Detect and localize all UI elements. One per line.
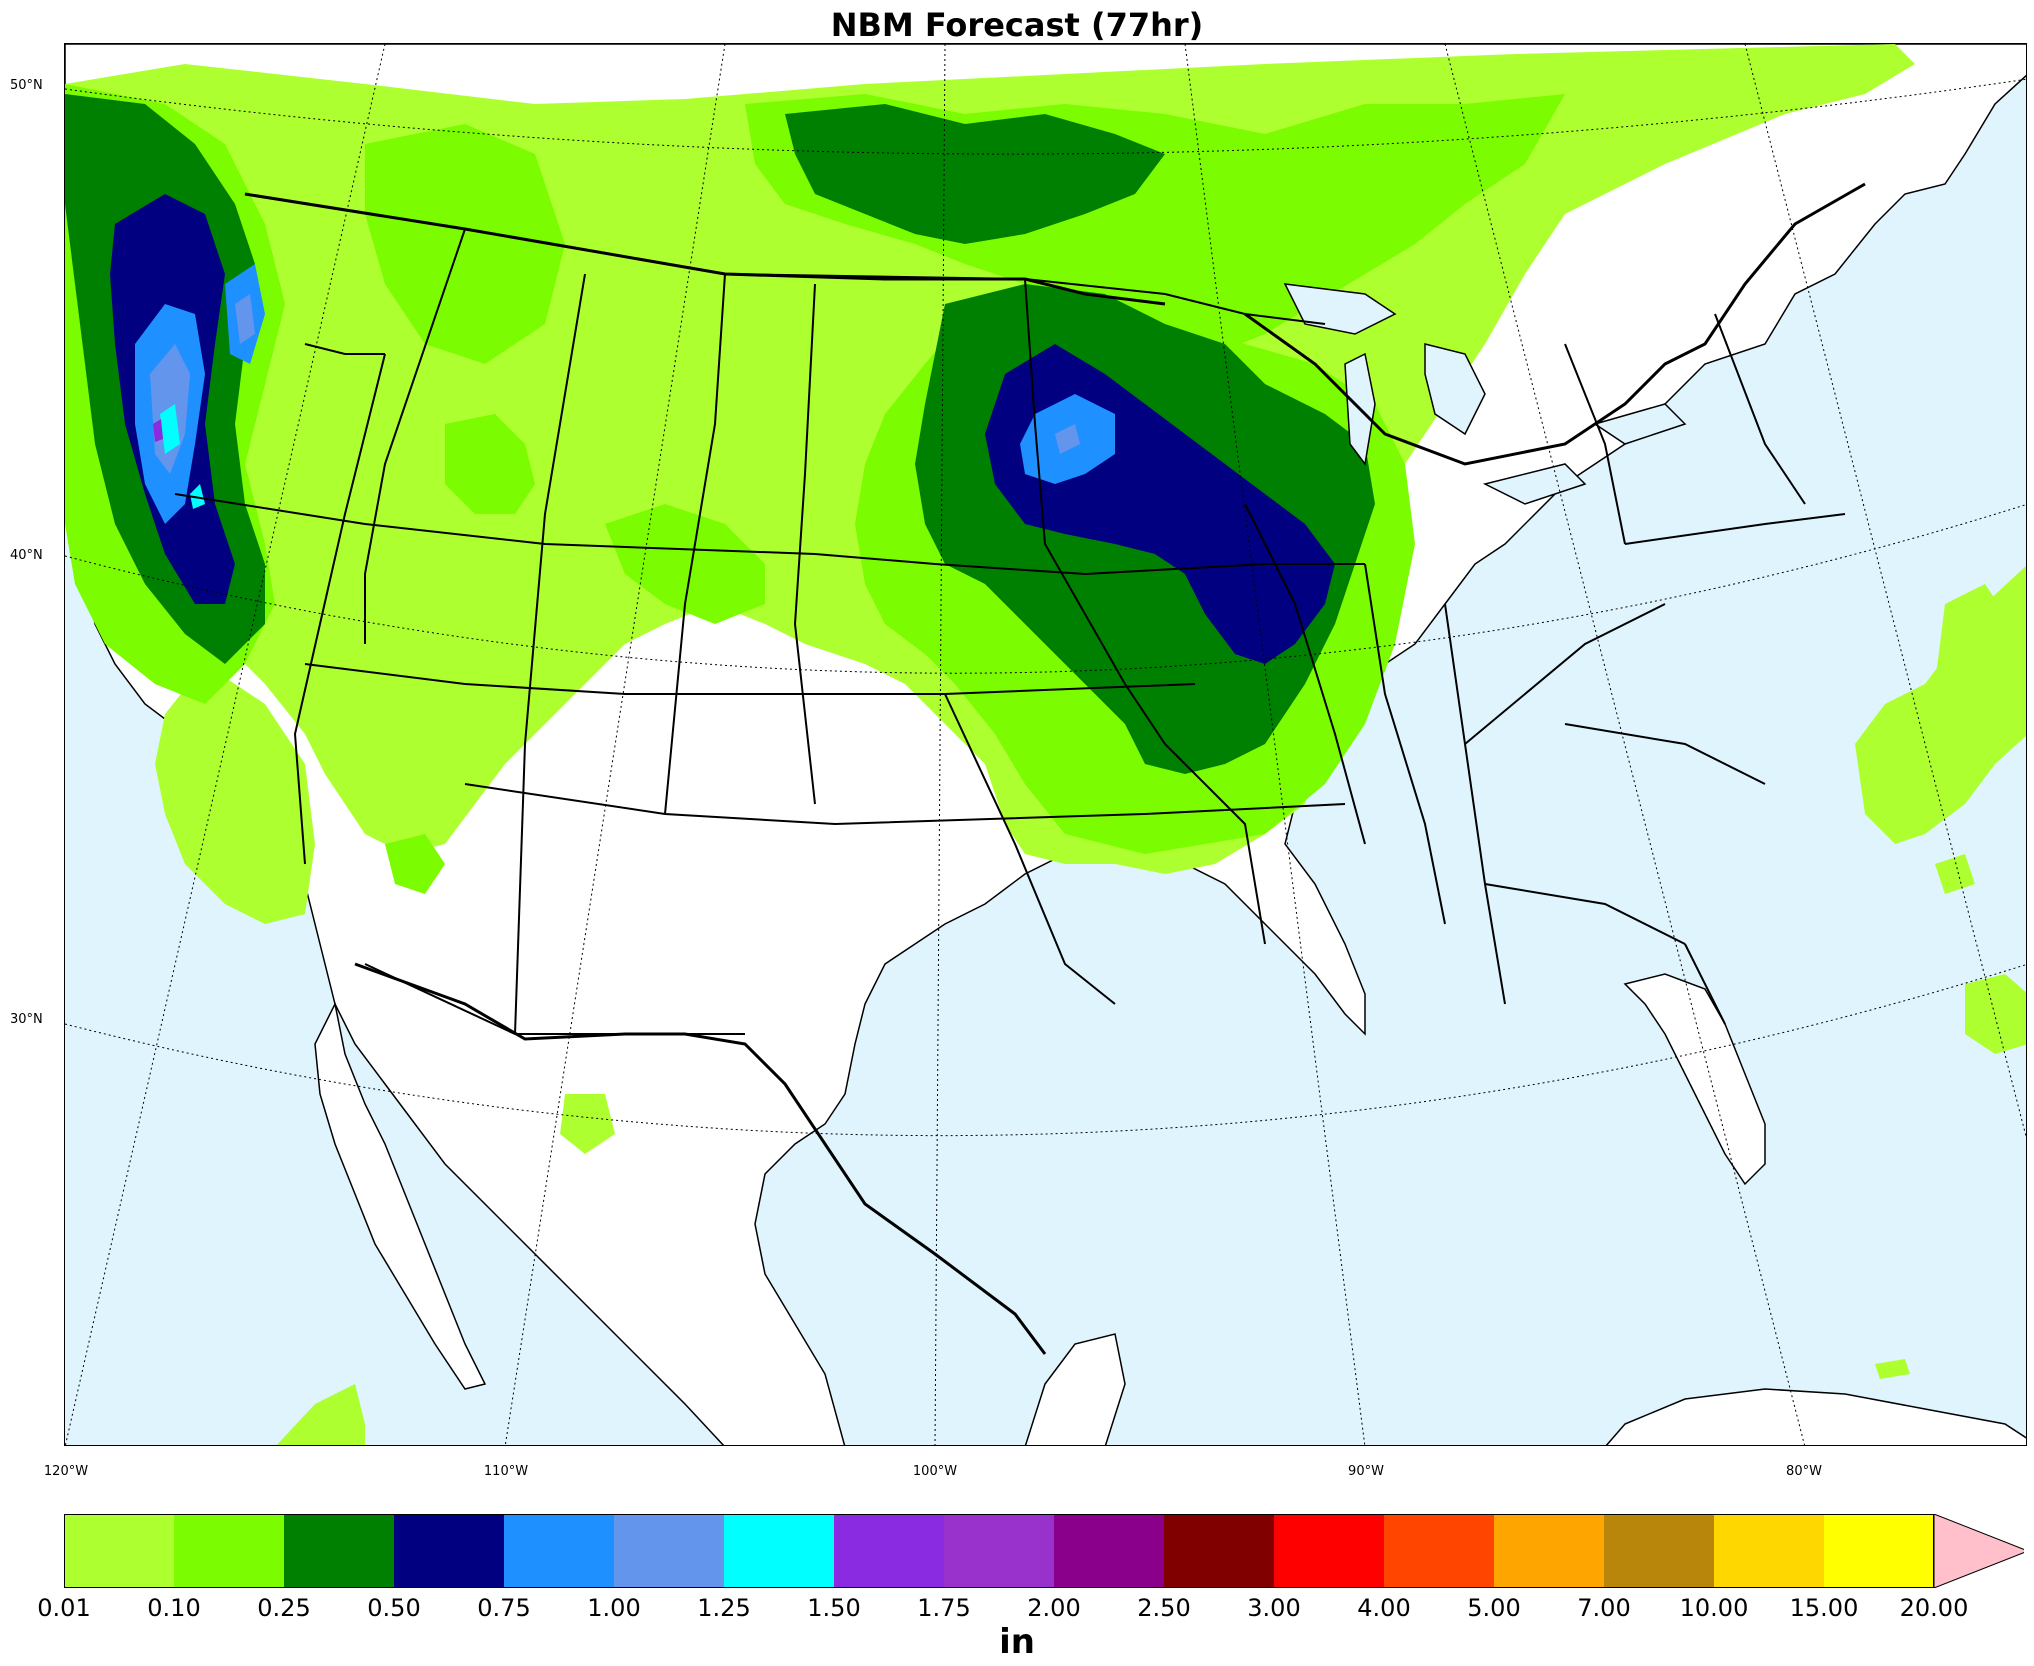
colorbar-segment (1604, 1514, 1714, 1588)
colorbar-segment (1824, 1514, 1934, 1588)
colorbar-segment (284, 1514, 394, 1588)
colorbar-tick-label: 1.75 (917, 1594, 971, 1622)
colorbar-tick-label: 0.75 (477, 1594, 531, 1622)
colorbar-tick-label: 0.50 (367, 1594, 421, 1622)
lat-label-40n: 40°N (10, 548, 43, 563)
precip-band-1.50 (153, 419, 163, 442)
colorbar-tick-label: 0.01 (37, 1594, 91, 1622)
international-border (244, 182, 1866, 1355)
colorbar-segment (1164, 1514, 1274, 1588)
colorbar-segment (1274, 1514, 1384, 1588)
colorbar-tick-label: 5.00 (1467, 1594, 1521, 1622)
colorbar-segment (834, 1514, 944, 1588)
colorbar-segment (944, 1514, 1054, 1588)
colorbar-tick-label: 4.00 (1357, 1594, 1411, 1622)
colorbar-units: in (999, 1622, 1035, 1662)
precipitation-map (64, 43, 2027, 1446)
colorbar-tick-label: 15.00 (1789, 1594, 1859, 1622)
colorbar-tick-label: 3.00 (1247, 1594, 1301, 1622)
lon-label-80w: 80°W (1786, 1464, 1822, 1479)
land-florida (1623, 973, 1766, 1186)
colorbar-segment (394, 1514, 504, 1588)
colorbar-tick-label: 20.00 (1899, 1594, 1969, 1622)
colorbar (64, 1514, 2024, 1588)
colorbar-segment (1384, 1514, 1494, 1588)
lon-label-90w: 90°W (1348, 1464, 1384, 1479)
colorbar-segment (64, 1514, 174, 1588)
land-yucatan (1024, 1333, 1126, 1445)
colorbar-tick-label: 1.50 (807, 1594, 861, 1622)
colorbar-segment (174, 1514, 284, 1588)
land-cuba (1605, 1388, 2026, 1445)
precip-band-1.25 (160, 404, 205, 509)
colorbar-segment (504, 1514, 614, 1588)
lon-label-100w: 100°W (912, 1464, 958, 1479)
colorbar-extend-arrow (1933, 1514, 2024, 1588)
colorbar-tick-label: 0.25 (257, 1594, 311, 1622)
colorbar-segment (1714, 1514, 1824, 1588)
lat-label-50n: 50°N (10, 78, 43, 93)
colorbar-segment (1054, 1514, 1164, 1588)
graticule (65, 44, 2026, 1445)
land-baja-california (314, 1001, 487, 1390)
colorbar-tick-label: 10.00 (1679, 1594, 1749, 1622)
colorbar-segment (724, 1514, 834, 1588)
lon-label-110w: 110°W (483, 1464, 529, 1479)
colorbar-segment (614, 1514, 724, 1588)
colorbar-segment (1494, 1514, 1604, 1588)
colorbar-tick-label: 0.10 (147, 1594, 201, 1622)
lon-label-120w: 120°W (43, 1464, 89, 1479)
colorbar-tick-label: 1.25 (697, 1594, 751, 1622)
lat-label-30n: 30°N (10, 1012, 43, 1027)
colorbar-outline (64, 1514, 1934, 1588)
colorbar-tick-label: 2.00 (1027, 1594, 1081, 1622)
colorbar-tick-label: 7.00 (1577, 1594, 1631, 1622)
colorbar-tick-label: 2.50 (1137, 1594, 1191, 1622)
map-title: NBM Forecast (77hr) (830, 6, 1204, 44)
colorbar-tick-label: 1.00 (587, 1594, 641, 1622)
